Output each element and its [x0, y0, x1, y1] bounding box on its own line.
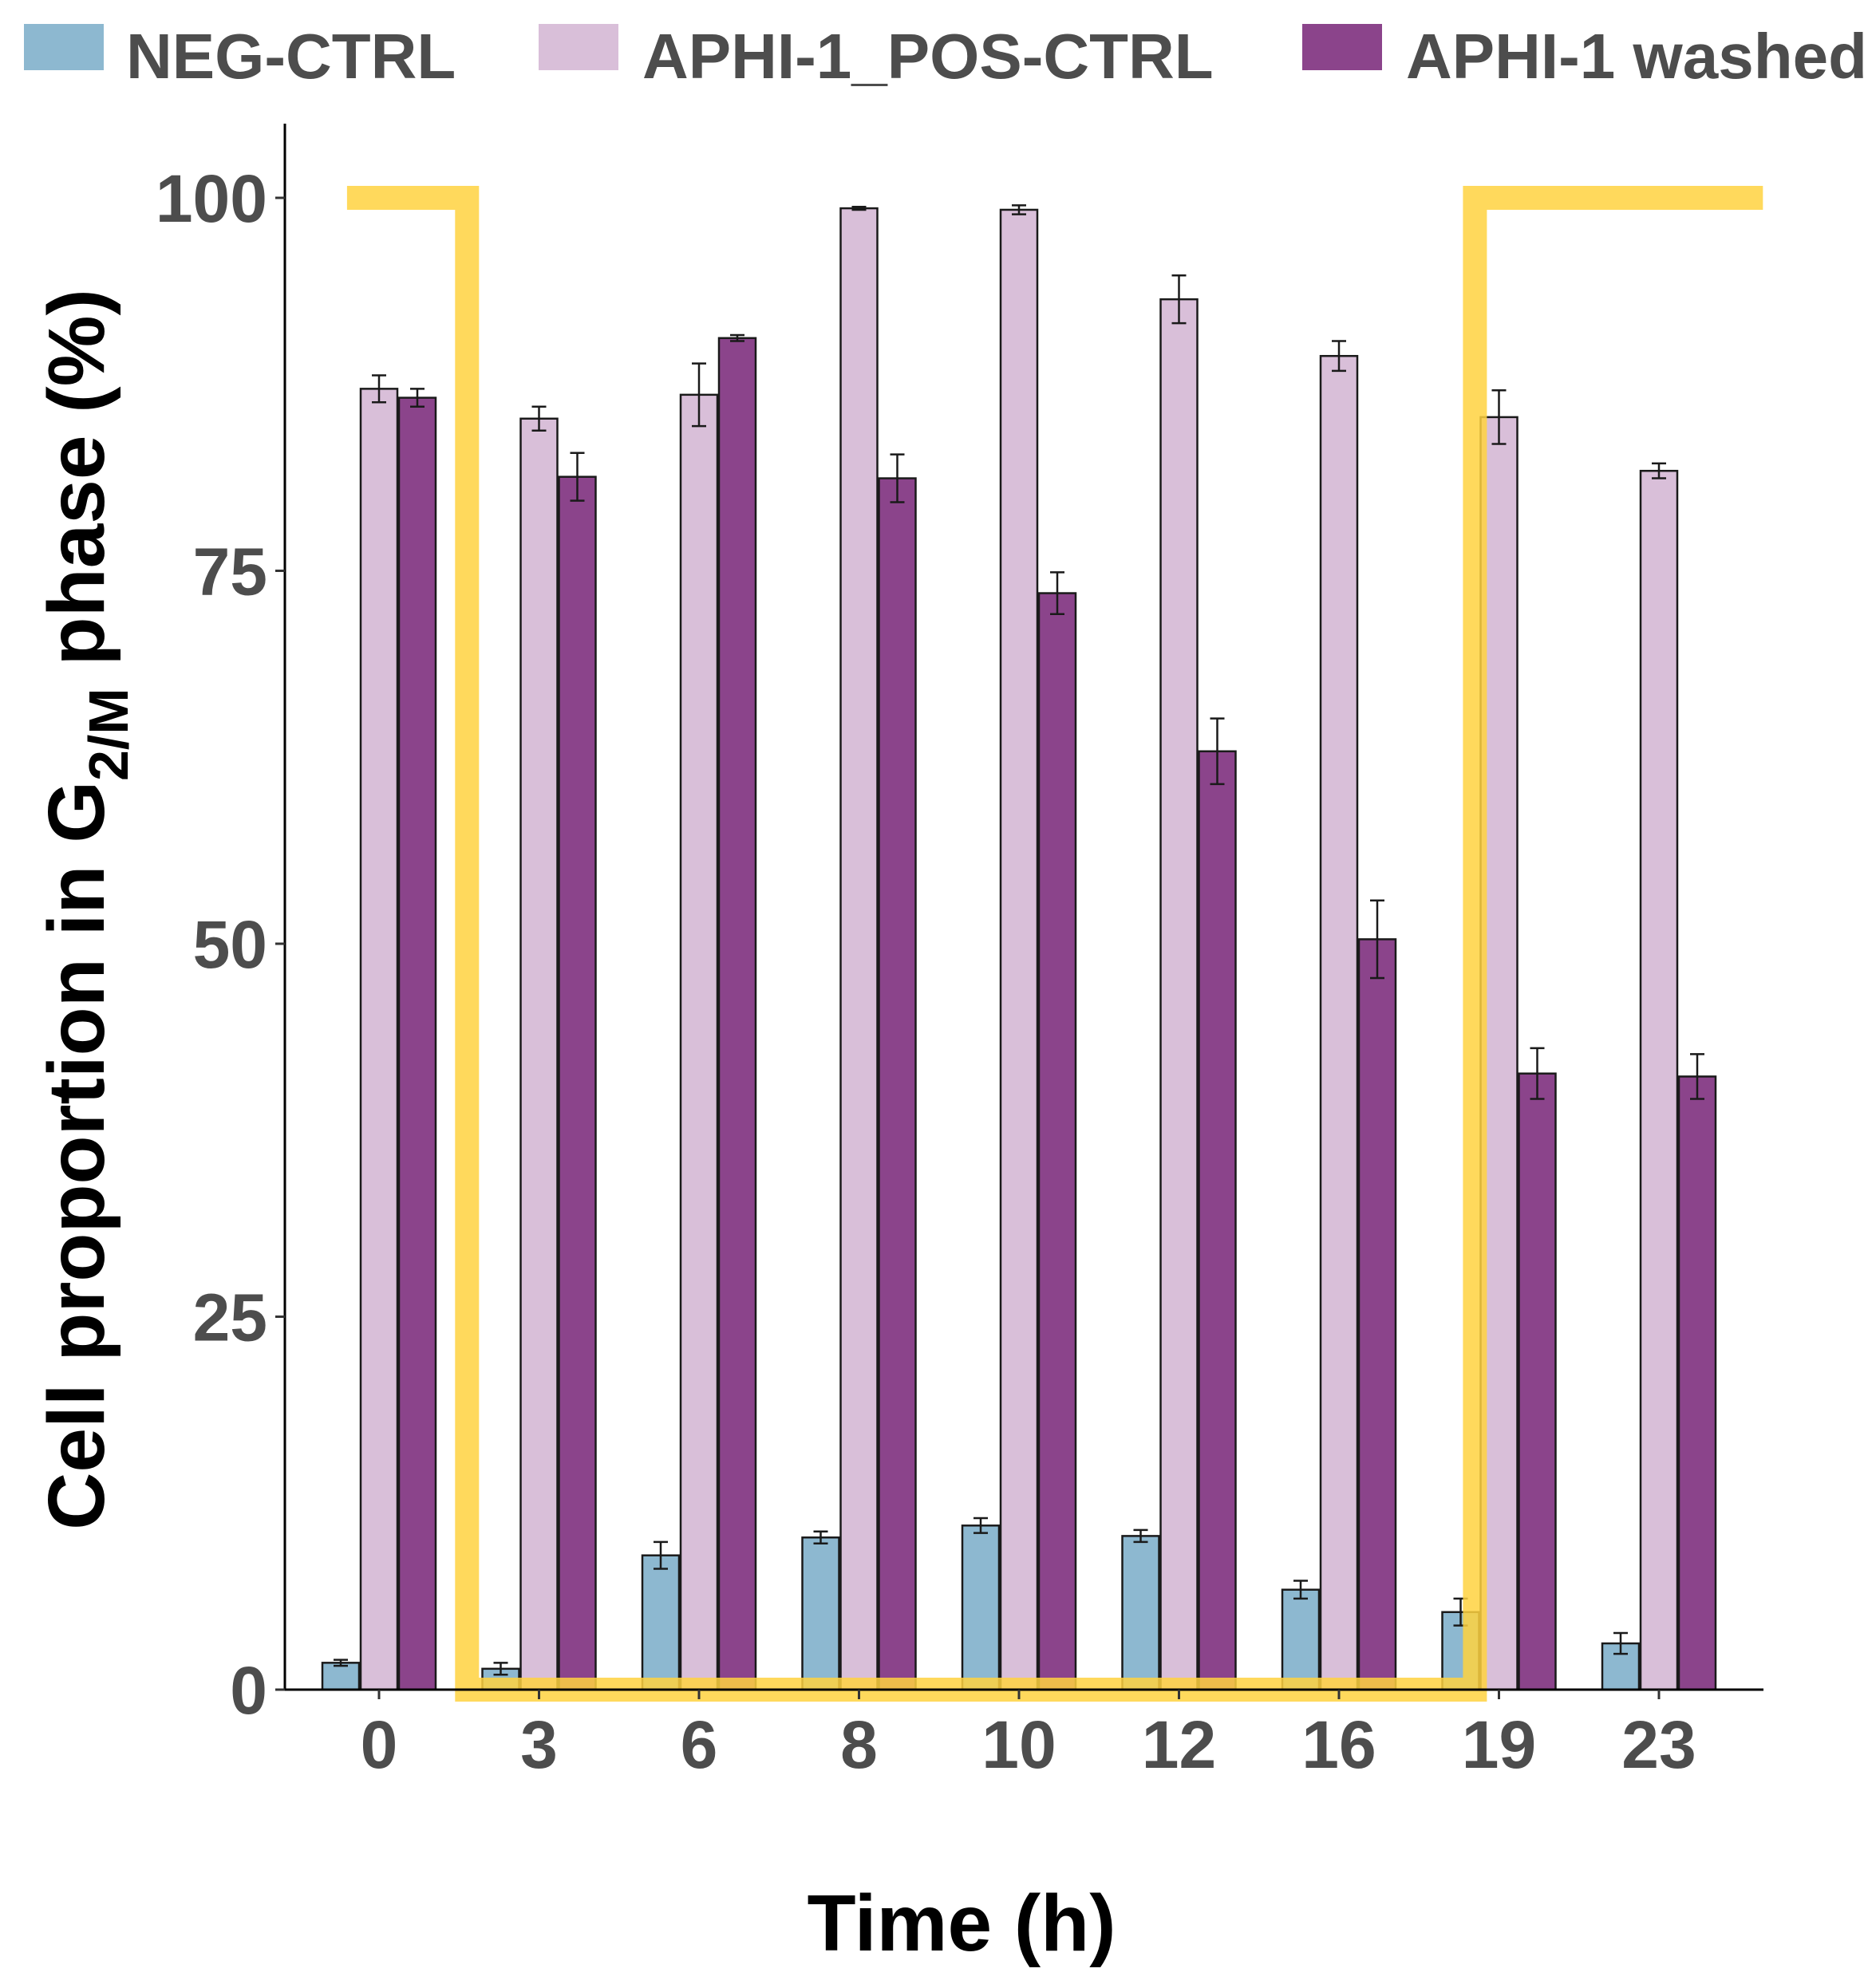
bar-0-5: [1121, 1535, 1160, 1691]
error-bar-1-8: [1652, 462, 1666, 479]
x-tick-label-8: 23: [1621, 1707, 1696, 1782]
error-bar-2-3: [890, 453, 905, 503]
y-tick-label-1: 25: [193, 1280, 267, 1355]
error-bar-0-4: [973, 1517, 988, 1534]
bar-2-8: [1677, 1075, 1717, 1691]
error-bar-0-3: [813, 1530, 828, 1544]
bar-1-5: [1159, 298, 1199, 1691]
bar-2-5: [1198, 750, 1237, 1691]
error-bar-1-5: [1171, 274, 1187, 325]
bar-1-1: [519, 417, 559, 1691]
error-bar-1-3: [851, 205, 867, 211]
x-axis-title: Time (h): [807, 1879, 1116, 1968]
error-bar-1-2: [692, 362, 706, 428]
legend-swatch-0: [24, 24, 104, 70]
axes: [283, 124, 1763, 1691]
bars: [321, 207, 1717, 1691]
error-bars: [334, 204, 1704, 1676]
error-bar-1-4: [1012, 204, 1026, 215]
bar-0-4: [961, 1525, 1001, 1691]
bar-1-8: [1639, 469, 1679, 1691]
bar-2-7: [1518, 1072, 1557, 1691]
bar-2-3: [878, 477, 917, 1691]
x-tick-label-5: 12: [1142, 1707, 1216, 1782]
x-tick-label-1: 3: [520, 1707, 558, 1782]
bar-1-6: [1319, 354, 1359, 1691]
bar-2-0: [397, 396, 437, 1691]
x-ticks: 0 3 6 8 10 12 16 19 23: [361, 1690, 1696, 1782]
error-bar-0-6: [1293, 1580, 1308, 1600]
x-tick-label-7: 19: [1462, 1707, 1536, 1782]
bar-0-3: [801, 1536, 840, 1691]
bar-0-2: [641, 1554, 681, 1691]
error-bar-0-1: [493, 1662, 508, 1676]
error-bar-0-8: [1613, 1631, 1628, 1655]
x-tick-label-4: 10: [981, 1707, 1056, 1782]
bar-1-4: [999, 208, 1039, 1691]
bar-0-6: [1281, 1588, 1321, 1691]
y-tick-label-0: 0: [230, 1653, 267, 1728]
x-tick-label-0: 0: [361, 1707, 398, 1782]
y-tick-label-2: 50: [193, 907, 267, 982]
bar-2-2: [717, 337, 757, 1691]
bar-1-2: [679, 393, 719, 1691]
error-bar-2-0: [410, 388, 425, 408]
legend-item-1: APHI-1_POS-CTRL: [539, 21, 1214, 92]
y-axis-title: Cell proportion in G2/M phase (%): [32, 289, 140, 1530]
bar-0-0: [321, 1662, 361, 1691]
error-bar-2-7: [1530, 1047, 1545, 1100]
error-bar-2-6: [1370, 899, 1384, 980]
legend-item-0: NEG-CTRL: [24, 21, 456, 92]
legend-swatch-2: [1302, 24, 1382, 70]
legend-swatch-1: [539, 24, 618, 70]
error-bar-0-0: [334, 1659, 348, 1667]
y-ticks: 0 25 50 75 100: [156, 161, 285, 1728]
bar-1-0: [359, 388, 399, 1691]
x-tick-label-2: 6: [681, 1707, 718, 1782]
error-bar-1-0: [372, 374, 386, 404]
error-bar-0-2: [654, 1540, 668, 1570]
error-bar-2-4: [1050, 571, 1064, 615]
error-bar-2-8: [1690, 1053, 1704, 1100]
bar-1-3: [839, 207, 879, 1691]
y-tick-label-3: 75: [193, 534, 267, 609]
legend-label-2: APHI-1 washed: [1406, 21, 1867, 92]
y-axis-title-subscript: 2/M: [77, 688, 140, 781]
legend-item-2: APHI-1 washed: [1302, 21, 1867, 92]
bar-2-6: [1357, 938, 1397, 1691]
bar-2-1: [558, 475, 597, 1691]
error-bar-1-6: [1332, 340, 1346, 373]
y-tick-label-4: 100: [156, 161, 267, 236]
error-bar-2-5: [1210, 717, 1225, 786]
bar-2-4: [1037, 592, 1077, 1691]
error-bar-2-1: [570, 452, 585, 502]
error-bar-2-2: [730, 333, 744, 342]
y-axis-title-main: Cell proportion in G: [32, 781, 121, 1530]
x-tick-label-3: 8: [840, 1707, 878, 1782]
legend-label-1: APHI-1_POS-CTRL: [642, 21, 1214, 92]
x-tick-label-6: 16: [1301, 1707, 1376, 1782]
error-bar-1-1: [531, 405, 547, 432]
y-axis-title-tail: phase (%): [32, 289, 121, 688]
legend-label-0: NEG-CTRL: [126, 21, 456, 92]
error-bar-1-7: [1491, 389, 1507, 445]
error-bar-0-5: [1133, 1528, 1148, 1544]
legend: NEG-CTRL APHI-1_POS-CTRL APHI-1 washed: [24, 21, 1867, 92]
